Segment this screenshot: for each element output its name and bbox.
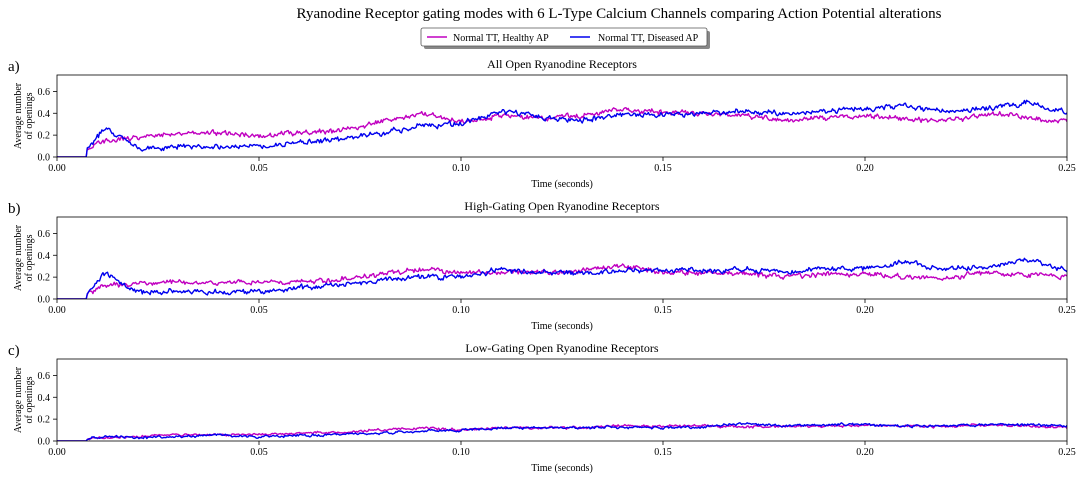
x-tick-label: 0.05 bbox=[250, 163, 268, 174]
y-axis-label-line: of openings bbox=[24, 376, 35, 423]
y-tick-label: 0.4 bbox=[38, 109, 51, 120]
panel-title: All Open Ryanodine Receptors bbox=[487, 57, 637, 71]
panel-3: c) Low-Gating Open Ryanodine Receptors 0.0… bbox=[8, 341, 1076, 474]
y-tick-label: 0.0 bbox=[38, 153, 51, 164]
y-axis-label-line: Average number bbox=[13, 224, 24, 291]
y-tick-label: 0.2 bbox=[38, 131, 51, 142]
legend-label-diseased: Normal TT, Diseased AP bbox=[598, 33, 699, 44]
x-tick-label: 0.20 bbox=[856, 447, 874, 458]
y-axis-label-line: Average number bbox=[13, 366, 24, 433]
x-tick-label: 0.00 bbox=[48, 305, 66, 316]
y-axis-label-line: of openings bbox=[24, 234, 35, 281]
x-tick-label: 0.05 bbox=[250, 447, 268, 458]
x-tick-label: 0.10 bbox=[452, 447, 470, 458]
x-tick-label: 0.25 bbox=[1058, 447, 1076, 458]
series-line-healthy bbox=[57, 423, 1067, 441]
y-tick-label: 0.4 bbox=[38, 251, 51, 262]
x-tick-label: 0.25 bbox=[1058, 305, 1076, 316]
panel-1: a) All Open Ryanodine Receptors 0.00 0.05 0.… bbox=[8, 57, 1076, 190]
y-axis-label: Average numberof openings bbox=[13, 82, 35, 149]
y-tick-label: 0.0 bbox=[38, 295, 51, 306]
x-tick-label: 0.00 bbox=[48, 447, 66, 458]
y-tick-label: 0.6 bbox=[38, 229, 51, 240]
y-tick-label: 0.2 bbox=[38, 273, 51, 284]
x-tick-label: 0.10 bbox=[452, 305, 470, 316]
y-axis-label-line: Average number bbox=[13, 82, 24, 149]
x-tick-label: 0.15 bbox=[654, 305, 672, 316]
y-tick-label: 0.6 bbox=[38, 371, 51, 382]
panel-label: b) bbox=[8, 201, 21, 217]
x-tick-label: 0.05 bbox=[250, 305, 268, 316]
y-tick-label: 0.6 bbox=[38, 87, 51, 98]
panel-2: b) High-Gating Open Ryanodine Receptors 0.… bbox=[8, 199, 1076, 332]
y-tick-label: 0.0 bbox=[38, 437, 51, 448]
series-line-diseased bbox=[57, 99, 1067, 157]
y-axis-label-line: of openings bbox=[24, 92, 35, 139]
x-tick-label: 0.25 bbox=[1058, 163, 1076, 174]
x-axis-label: Time (seconds) bbox=[531, 179, 593, 190]
series-line-diseased bbox=[57, 257, 1067, 299]
y-axis-label: Average numberof openings bbox=[13, 366, 35, 433]
x-axis-label: Time (seconds) bbox=[531, 463, 593, 474]
series-line-healthy bbox=[57, 106, 1067, 157]
panel-title: High-Gating Open Ryanodine Receptors bbox=[464, 199, 659, 213]
y-axis-label: Average numberof openings bbox=[13, 224, 35, 291]
panels: a) All Open Ryanodine Receptors 0.00 0.05 0.… bbox=[8, 57, 1076, 474]
x-tick-label: 0.15 bbox=[654, 163, 672, 174]
panel-title: Low-Gating Open Ryanodine Receptors bbox=[465, 341, 658, 355]
x-tick-label: 0.15 bbox=[654, 447, 672, 458]
plot-frame bbox=[56, 216, 1068, 300]
series-line-diseased bbox=[57, 422, 1067, 441]
series-line-healthy bbox=[57, 263, 1067, 299]
plot-frame bbox=[56, 74, 1068, 158]
x-tick-label: 0.20 bbox=[856, 163, 874, 174]
x-tick-label: 0.10 bbox=[452, 163, 470, 174]
legend-label-healthy: Normal TT, Healthy AP bbox=[453, 33, 549, 44]
y-tick-label: 0.4 bbox=[38, 393, 51, 404]
legend: Normal TT, Healthy AP Normal TT, Disease… bbox=[420, 27, 710, 49]
y-tick-label: 0.2 bbox=[38, 415, 51, 426]
figure-title: Ryanodine Receptor gating modes with 6 L… bbox=[297, 6, 942, 22]
x-tick-label: 0.00 bbox=[48, 163, 66, 174]
panel-label: a) bbox=[8, 59, 20, 75]
panel-label: c) bbox=[8, 343, 20, 359]
plot-frame bbox=[56, 358, 1068, 442]
x-axis-label: Time (seconds) bbox=[531, 321, 593, 332]
x-tick-label: 0.20 bbox=[856, 305, 874, 316]
